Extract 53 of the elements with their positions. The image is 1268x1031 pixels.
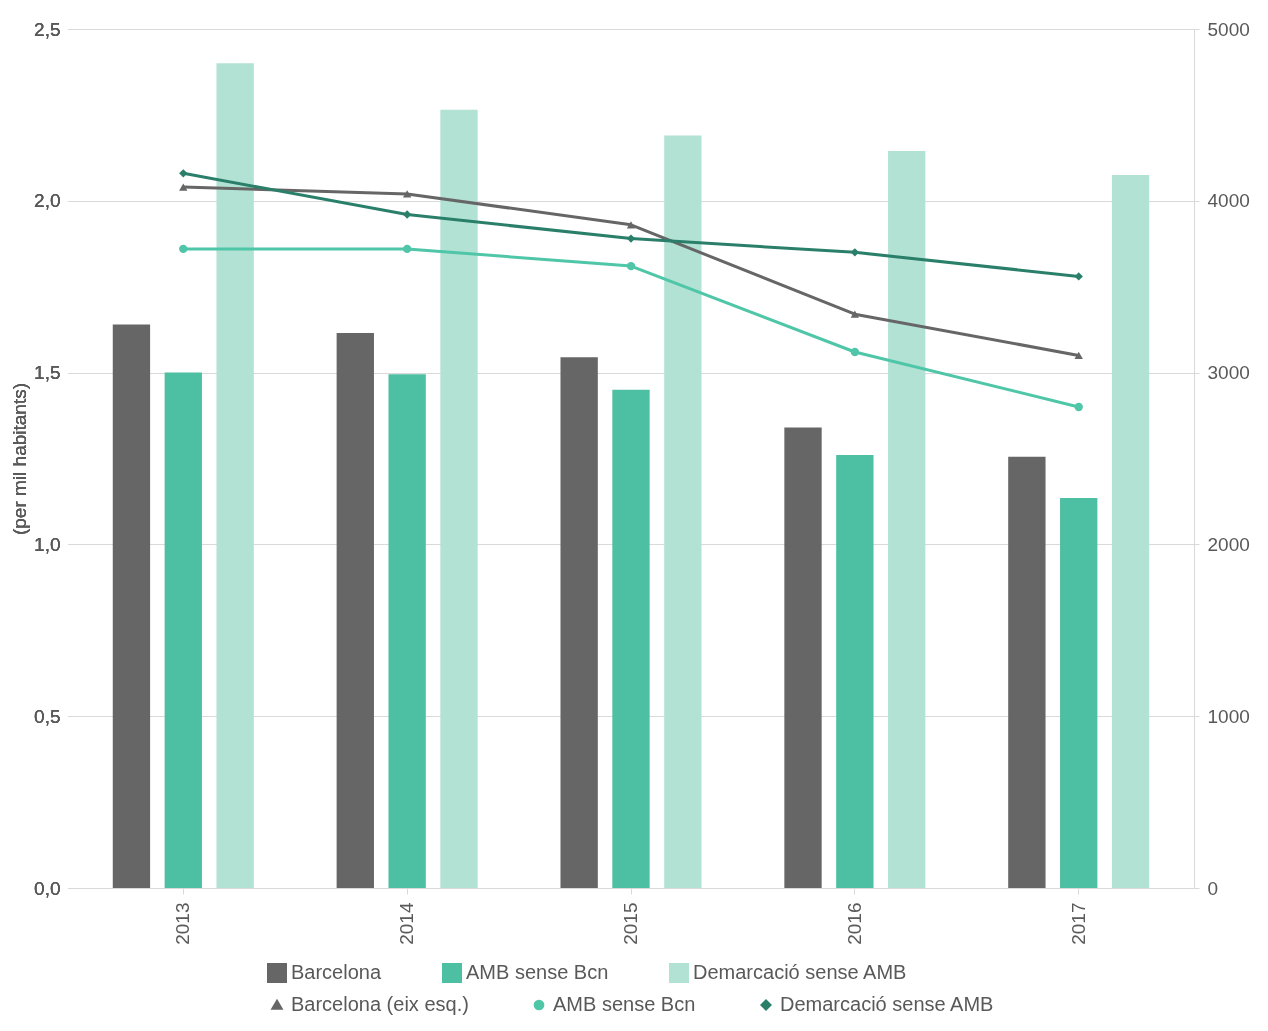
point [402, 190, 412, 198]
point [179, 183, 188, 191]
bar [336, 333, 374, 888]
y-tick-label: 1,0 [34, 533, 61, 555]
point [1074, 272, 1083, 281]
legend-label: AMB sense Bcn [553, 993, 696, 1015]
y-tick-label: 0,0 [34, 877, 61, 899]
bar [560, 357, 598, 888]
point [1074, 351, 1083, 360]
x-tick-label: 2015 [620, 902, 641, 945]
y2-tick-label: 0 [1207, 877, 1219, 899]
x-tick-label: 2013 [172, 902, 194, 945]
y-tick-label: 0,5 [34, 705, 61, 727]
y-tick-label: 1,5 [34, 362, 61, 384]
bar [836, 455, 874, 888]
x-tick-label: 2014 [396, 902, 418, 945]
point [402, 210, 412, 219]
y2-tick-label: 4000 [1207, 190, 1250, 212]
bar [216, 63, 254, 888]
y-tick-label: 2,5 [34, 18, 61, 40]
bar [164, 372, 202, 888]
point [179, 169, 188, 178]
y-axis-title: (per mil habitants) [9, 382, 31, 536]
x-tick-label: 2017 [1067, 902, 1089, 945]
point [626, 261, 636, 271]
legend-label: Demarcació sense AMB [693, 961, 907, 983]
legend-label: AMB sense Bcn [466, 961, 609, 983]
bar [1111, 175, 1150, 888]
y2-tick-label: 2000 [1207, 533, 1250, 555]
y2-tick-label: 1000 [1207, 705, 1250, 727]
point [179, 244, 188, 254]
bar [612, 389, 650, 888]
legend-label: Barcelona (eix esq.) [291, 993, 469, 1015]
point [1074, 402, 1083, 412]
point [850, 248, 860, 257]
bar [440, 109, 478, 888]
y2-tick-label: 5000 [1207, 18, 1250, 40]
bar [1060, 498, 1098, 888]
bar [784, 427, 822, 888]
bar [112, 324, 151, 888]
y-tick-label: 2,0 [34, 190, 61, 212]
legend-label: Barcelona [291, 961, 382, 983]
point [626, 234, 636, 243]
y2-tick-label: 3000 [1207, 362, 1250, 384]
bar [1008, 456, 1046, 888]
point [850, 347, 860, 357]
bar [388, 374, 426, 888]
point [402, 244, 412, 254]
legend-label: Demarcació sense AMB [780, 993, 994, 1015]
bar [888, 150, 926, 888]
x-tick-label: 2016 [843, 902, 865, 945]
point [850, 310, 860, 318]
bar [664, 135, 702, 888]
